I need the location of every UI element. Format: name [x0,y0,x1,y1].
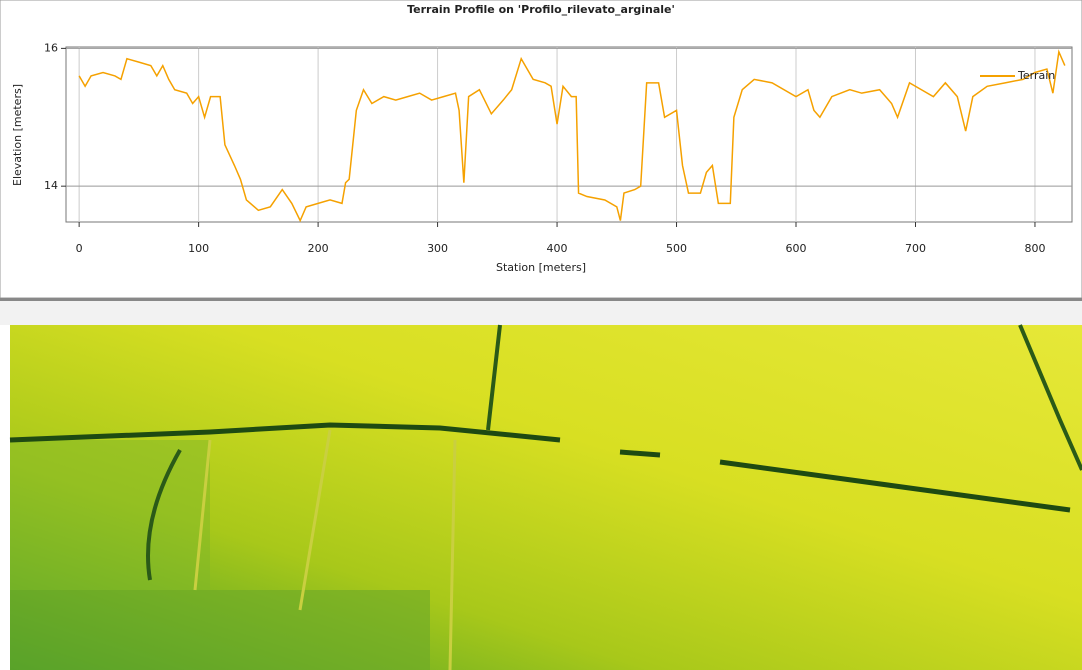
page: Terrain Profile on 'Profilo_rilevato_arg… [0,0,1082,670]
x-tick-label: 300 [427,242,448,255]
terrain-map [10,325,1082,670]
splitter[interactable] [0,298,1082,301]
y-axis-label: Elevation [meters] [11,84,24,186]
x-tick-label: 700 [905,242,926,255]
map-lowland [10,590,430,670]
y-tick-label: 16 [44,41,58,54]
x-axis-label: Station [meters] [496,261,586,274]
legend-label: Terrain [1017,69,1055,82]
y-tick-label: 14 [44,179,58,192]
x-tick-label: 600 [786,242,807,255]
toolbar [0,301,1082,325]
map-field [10,440,210,590]
x-tick-label: 200 [308,242,329,255]
x-tick-label: 0 [76,242,83,255]
screen: Terrain Profile on 'Profilo_rilevato_arg… [0,0,1082,670]
x-tick-label: 800 [1024,242,1045,255]
x-tick-label: 100 [188,242,209,255]
x-tick-label: 500 [666,242,687,255]
x-tick-label: 400 [547,242,568,255]
chart-title: Terrain Profile on 'Profilo_rilevato_arg… [407,3,675,16]
